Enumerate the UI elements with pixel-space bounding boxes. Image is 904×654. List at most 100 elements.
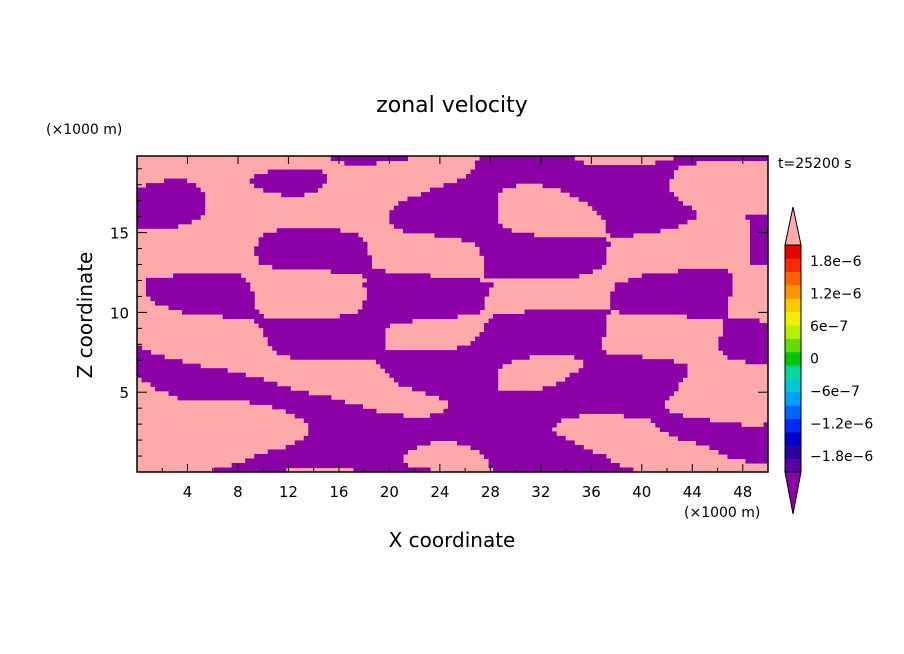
colorbar-swatch — [785, 325, 801, 339]
field-cell — [303, 435, 566, 441]
field-cell — [389, 210, 499, 216]
field-cell — [258, 323, 390, 329]
field-cell — [146, 286, 251, 293]
field-cell — [447, 404, 665, 410]
field-cell — [137, 205, 206, 211]
field-cell — [569, 192, 674, 198]
x-tick-label: 24 — [430, 483, 449, 501]
field-cell — [137, 345, 143, 351]
x-tick-label: 8 — [233, 483, 243, 501]
field-cell — [718, 336, 768, 342]
field-cell — [146, 291, 255, 297]
field-cell — [493, 314, 607, 320]
field-cell — [488, 462, 620, 469]
field-cell — [258, 255, 372, 261]
field-cell — [479, 246, 607, 252]
field-cell — [429, 187, 503, 193]
field-cell — [749, 219, 768, 225]
field-cell — [362, 282, 494, 288]
field-cell — [276, 228, 341, 234]
field-cell — [583, 359, 674, 365]
colorbar-label: −1.2e−6 — [810, 416, 873, 432]
field-cell — [677, 435, 768, 441]
field-cell — [272, 345, 386, 351]
field-cell — [231, 462, 409, 469]
x-tick-label: 44 — [683, 483, 702, 501]
field-cell — [727, 354, 768, 360]
field-cell — [677, 268, 729, 274]
y-tick-label: 15 — [110, 225, 129, 243]
field-cell — [330, 156, 409, 162]
field-cell — [137, 354, 165, 360]
field-cell — [245, 458, 404, 464]
field-cell — [461, 237, 607, 243]
field-cell — [749, 250, 768, 256]
x-tick-label: 28 — [481, 483, 500, 501]
field-cell — [605, 219, 688, 225]
field-cell — [484, 453, 607, 460]
field-cell — [258, 237, 363, 243]
colorbar-frame — [784, 244, 802, 473]
field-cell — [457, 345, 602, 351]
field-cell — [610, 291, 733, 297]
colorbar-swatch — [785, 418, 801, 433]
field-cell — [745, 458, 768, 464]
field-cell — [308, 431, 557, 437]
field-cell — [389, 372, 499, 378]
field-cell — [389, 219, 499, 225]
colorbar-under-arrow — [784, 471, 802, 515]
field-cell — [164, 178, 188, 184]
field-cell — [407, 196, 499, 202]
field-cell — [457, 178, 670, 184]
y-axis: 5 10 15 — [110, 168, 768, 457]
field-cell — [542, 183, 670, 189]
field-cell — [722, 318, 760, 324]
field-cell — [569, 372, 688, 378]
colorbar-swatch — [785, 351, 801, 366]
field-cell — [749, 259, 768, 265]
field-cell — [263, 332, 386, 338]
x-tick-label: 40 — [632, 483, 651, 501]
field-cell — [254, 246, 368, 252]
field-cell — [470, 444, 584, 451]
field-cell — [601, 214, 697, 220]
field-cell — [137, 372, 246, 378]
y-axis-title: Z coordinate — [73, 252, 97, 379]
field-cell — [610, 295, 729, 302]
field-cell — [614, 286, 733, 293]
field-cell — [249, 178, 327, 184]
field-cell — [254, 174, 327, 180]
colorbar-swatch — [785, 338, 801, 353]
field-cell — [479, 250, 607, 256]
field-cell — [695, 440, 768, 446]
colorbar-label: 1.2e−6 — [810, 287, 862, 303]
field-cell — [294, 413, 404, 419]
field-cell — [429, 413, 580, 419]
field-cell — [722, 323, 768, 329]
field-cell — [443, 183, 517, 189]
field-cell — [673, 156, 768, 162]
field-cell — [366, 291, 490, 297]
field-cell — [619, 309, 729, 315]
field-cell — [745, 214, 768, 220]
field-cell — [393, 223, 503, 229]
field-cell — [267, 336, 386, 342]
x-tick-label: 20 — [380, 483, 399, 501]
colorbar-swatch — [785, 391, 801, 406]
field-cell — [362, 273, 431, 279]
field-cell — [484, 273, 580, 279]
colorbar-label: −6e−7 — [810, 384, 860, 400]
field-cell — [610, 232, 634, 238]
field-cell — [749, 255, 768, 261]
field-cell — [641, 273, 733, 279]
field-cell — [339, 314, 458, 320]
field-cell — [488, 318, 607, 324]
field-cell — [267, 449, 409, 455]
field-cell — [137, 223, 179, 229]
field-cell — [366, 277, 481, 283]
field-cell — [596, 210, 697, 216]
colorbar-swatch — [785, 311, 801, 326]
field-cell — [587, 201, 683, 207]
plot-frame — [136, 155, 769, 473]
field-cell — [254, 453, 404, 460]
